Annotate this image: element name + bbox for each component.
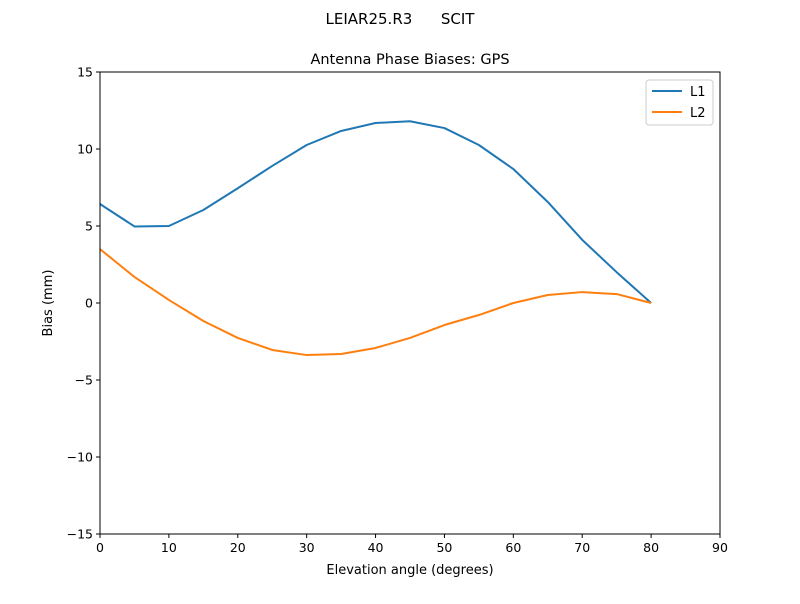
x-tick-label: 30 xyxy=(299,540,315,555)
series-line-l1 xyxy=(99,120,652,304)
series-line-l2 xyxy=(99,248,652,357)
x-tick-label: 80 xyxy=(643,540,659,555)
y-axis-label: Bias (mm) xyxy=(41,270,56,337)
legend-label-l2: L2 xyxy=(690,106,706,121)
legend-label-l1: L1 xyxy=(690,85,706,100)
x-tick-label: 90 xyxy=(712,540,728,555)
chart-title: Antenna Phase Biases: GPS xyxy=(310,52,509,68)
y-tick-label: −15 xyxy=(67,527,93,542)
y-tick-label: 0 xyxy=(85,296,93,311)
x-tick-label: 20 xyxy=(230,540,246,555)
x-axis: 0 10 20 30 40 50 60 70 80 90 xyxy=(96,534,728,555)
x-tick-label: 70 xyxy=(574,540,590,555)
y-tick-label: 5 xyxy=(85,219,93,234)
x-tick-label: 0 xyxy=(96,540,104,555)
suptitle: LEIAR25.R3 SCIT xyxy=(326,10,476,28)
y-tick-label: 15 xyxy=(77,65,93,80)
plot-area xyxy=(99,120,652,357)
y-tick-label: −10 xyxy=(67,450,93,465)
x-tick-label: 40 xyxy=(368,540,384,555)
x-tick-label: 10 xyxy=(161,540,177,555)
x-tick-label: 60 xyxy=(505,540,521,555)
x-axis-label: Elevation angle (degrees) xyxy=(326,563,493,578)
y-tick-label: 10 xyxy=(77,142,93,157)
axes-frame xyxy=(99,71,721,535)
x-tick-label: 50 xyxy=(436,540,452,555)
y-axis: −15 −10 −5 0 5 10 15 xyxy=(67,65,100,542)
y-tick-label: −5 xyxy=(75,373,93,388)
